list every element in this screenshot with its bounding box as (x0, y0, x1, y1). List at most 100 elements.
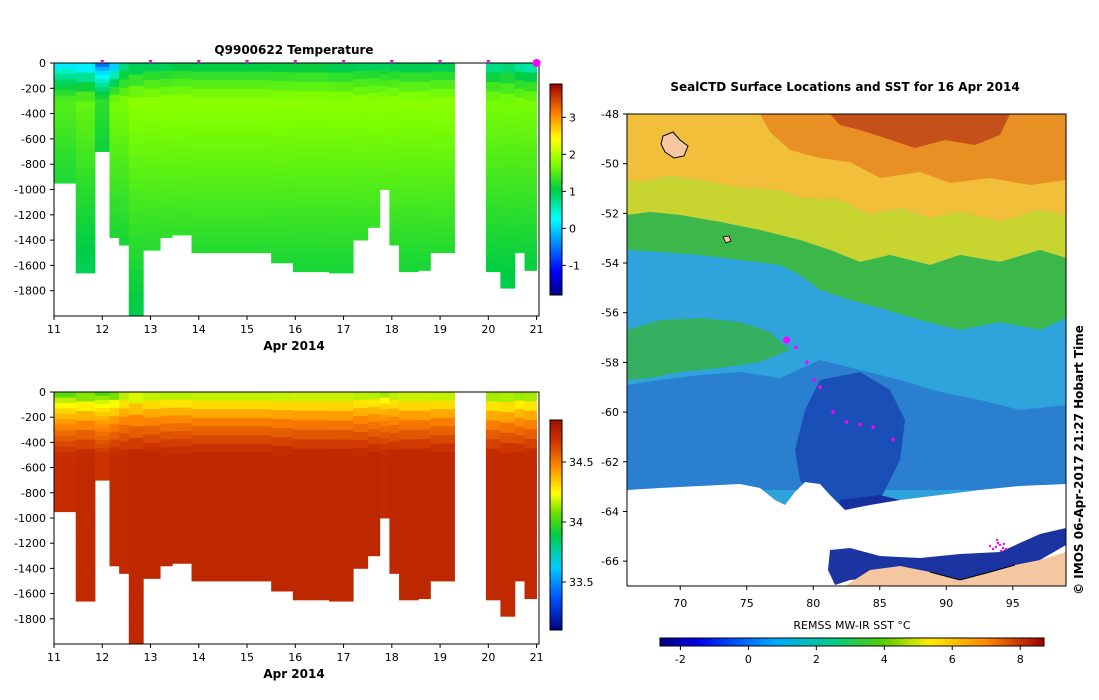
section-cell (143, 485, 161, 495)
section-cell (160, 102, 173, 112)
section-cell (399, 148, 419, 159)
section-cell (353, 512, 369, 521)
section-cell (524, 242, 537, 252)
profile-marker (389, 60, 394, 65)
section-cell (143, 199, 161, 209)
section-cell (292, 129, 330, 140)
section-cell (485, 429, 501, 440)
x-tick-label: 15 (240, 651, 254, 664)
section-cell (399, 167, 419, 178)
section-cell (389, 565, 400, 574)
section-cell (514, 529, 525, 539)
profile-marker (100, 60, 105, 65)
section-cell (485, 505, 501, 516)
profile-marker (293, 60, 298, 65)
section-cell (399, 467, 419, 478)
section-cell (389, 400, 400, 409)
section-cell (389, 424, 400, 434)
section-cell (109, 399, 120, 409)
section-cell (109, 166, 120, 175)
seal-position-marker (818, 385, 822, 390)
section-cell (353, 175, 369, 185)
section-cell (160, 134, 173, 143)
section-cell (399, 505, 419, 516)
section-cell (389, 540, 400, 550)
section-cell (160, 166, 173, 175)
section-cell (367, 399, 381, 408)
section-cell (353, 520, 369, 529)
x-tick-label: 12 (95, 651, 109, 664)
section-cell (329, 458, 354, 469)
section-cell (143, 392, 161, 401)
section-cell (54, 462, 77, 469)
section-cell (95, 75, 110, 80)
section-cell (500, 73, 516, 84)
section-cell (500, 534, 516, 546)
section-cell (514, 486, 525, 496)
section-cell (485, 100, 501, 111)
section-cell (191, 555, 272, 565)
section-cell (109, 542, 120, 551)
section-cell (329, 468, 354, 478)
section-cell (379, 426, 390, 433)
section-cell (524, 195, 537, 205)
kerguelen-island (660, 131, 689, 159)
section-cell (353, 111, 369, 120)
section-cell (54, 63, 77, 69)
section-cell (389, 63, 400, 72)
section-cell (485, 195, 501, 206)
section-cell (271, 491, 294, 501)
section-cell (143, 434, 161, 444)
section-cell (172, 539, 192, 549)
section-cell (172, 399, 192, 408)
section-cell (160, 431, 173, 440)
section-cell (160, 463, 173, 472)
section-cell (485, 110, 501, 121)
profile-marker (196, 60, 201, 65)
section-cell (418, 495, 431, 506)
section-cell (430, 460, 455, 470)
section-cell (75, 458, 96, 469)
section-cell (379, 500, 390, 507)
section-cell (399, 429, 419, 440)
x-tick-label: 20 (481, 323, 495, 336)
seal-position-marker (871, 425, 875, 429)
seal-position-marker (783, 336, 791, 344)
section-cell (172, 164, 192, 173)
section-cell (119, 195, 130, 205)
section-cell (160, 423, 173, 432)
salinity-colorbar-ticks: 34.5 34 33.5 (562, 456, 594, 589)
section-cell (172, 70, 192, 80)
section-cell (75, 158, 96, 169)
section-cell (119, 556, 130, 566)
section-cell (379, 420, 390, 427)
section-cell (271, 72, 294, 82)
section-cell (143, 224, 161, 234)
section-cell (95, 452, 110, 457)
section-cell (389, 548, 400, 558)
section-cell (172, 227, 192, 236)
section-cell (54, 430, 77, 436)
section-cell (418, 157, 431, 168)
section-cell (54, 473, 77, 480)
section-cell (191, 392, 272, 401)
section-cell (95, 400, 110, 405)
section-cell (329, 591, 354, 602)
lat-tick-label: -64 (601, 505, 619, 518)
section-cell (271, 244, 294, 255)
section-cell (109, 463, 120, 472)
section-cell (271, 126, 294, 137)
section-cell (191, 409, 272, 419)
section-cell (191, 71, 272, 81)
section-cell (399, 186, 419, 197)
lon-tick-label: 80 (806, 597, 820, 610)
section-cell (128, 426, 144, 439)
section-cell (54, 101, 77, 108)
section-cell (399, 562, 419, 572)
section-cell (514, 477, 525, 487)
section-cell (292, 233, 330, 244)
section-cell (292, 429, 330, 440)
section-cell (119, 466, 130, 475)
section-cell (367, 107, 381, 116)
section-cell (172, 203, 192, 212)
